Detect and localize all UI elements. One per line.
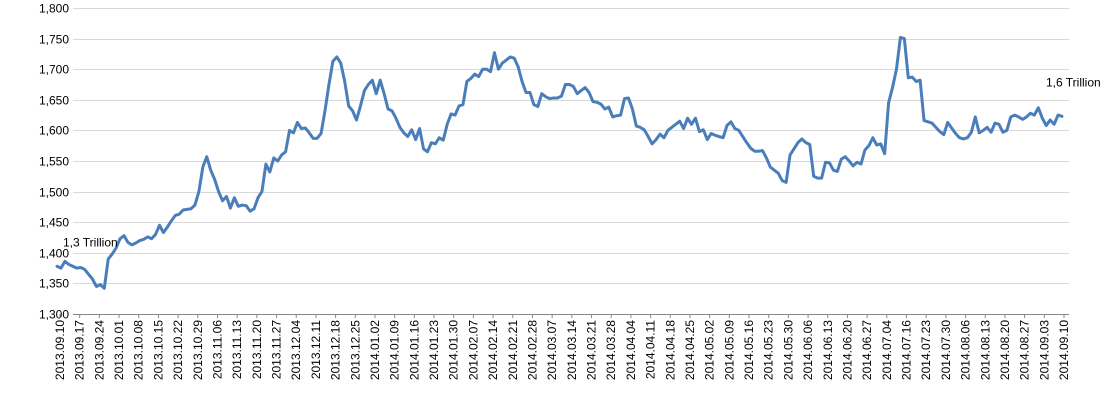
x-tick-label: 2014.08.13 bbox=[978, 320, 992, 380]
x-tick-label: 2014.01.23 bbox=[427, 320, 441, 380]
x-tick-label: 2013.09.24 bbox=[92, 320, 106, 380]
x-tick-label: 2014.04.11 bbox=[644, 320, 658, 379]
x-tick-label: 2014.07.04 bbox=[880, 320, 894, 380]
y-tick-label: 1,350 bbox=[39, 277, 69, 291]
y-tick-label: 1,400 bbox=[39, 247, 69, 261]
y-tick-labels: 1,300 1,350 1,400 1,450 1,500 1,550 1,600 1,650… bbox=[39, 2, 69, 322]
x-tick-label: 2013.11.20 bbox=[250, 320, 264, 379]
x-tick-label: 2013.10.22 bbox=[171, 320, 185, 380]
x-tick-label: 2014.03.21 bbox=[585, 320, 599, 380]
y-tick-label: 1,600 bbox=[39, 124, 69, 138]
x-tick-label: 2014.06.20 bbox=[840, 320, 854, 380]
x-tick-label: 2014.05.09 bbox=[722, 320, 736, 380]
x-tick-label: 2013.12.04 bbox=[289, 320, 303, 380]
x-tick-labels: 2013.09.10 2013.09.17 2013.09.24 2013.10.01… bbox=[53, 314, 1071, 380]
x-tick-label: 2013.10.29 bbox=[191, 320, 205, 380]
gridlines bbox=[73, 8, 1069, 284]
x-tick-label: 2014.03.28 bbox=[604, 320, 618, 380]
x-tick-label: 2014.01.02 bbox=[368, 320, 382, 380]
y-tick-label: 1,650 bbox=[39, 94, 69, 108]
x-tick-label: 2013.11.27 bbox=[270, 320, 284, 379]
y-tick-label: 1,800 bbox=[39, 2, 69, 16]
x-tick-label: 2013.12.18 bbox=[329, 320, 343, 380]
x-tick-label: 2014.02.14 bbox=[486, 320, 500, 380]
series-layer bbox=[55, 35, 1064, 290]
series-line bbox=[55, 35, 1064, 290]
x-tick-label: 2014.03.07 bbox=[545, 320, 559, 380]
x-tick-label: 2014.06.06 bbox=[801, 320, 815, 380]
x-tick-label: 2014.05.30 bbox=[781, 320, 795, 380]
x-tick-label: 2014.01.16 bbox=[407, 320, 421, 380]
x-tick-label: 2014.06.27 bbox=[860, 320, 874, 380]
x-tick-label: 2014.04.25 bbox=[683, 320, 697, 380]
x-tick-label: 2013.10.01 bbox=[112, 320, 126, 380]
x-tick-label: 2014.04.04 bbox=[624, 320, 638, 380]
x-tick-label: 2014.05.02 bbox=[703, 320, 717, 380]
annotation-start: 1,3 Trillion bbox=[63, 235, 118, 249]
x-tick-label: 2014.09.03 bbox=[1037, 320, 1051, 380]
x-tick-label: 2013.10.08 bbox=[132, 320, 146, 380]
x-tick-label: 2014.07.23 bbox=[919, 320, 933, 380]
y-tick-label: 1,300 bbox=[39, 308, 69, 322]
y-tick-label: 1,700 bbox=[39, 63, 69, 77]
x-tick-label: 2013.12.11 bbox=[309, 320, 323, 379]
x-tick-label: 2014.02.21 bbox=[506, 320, 520, 380]
x-tick-label: 2013.10.15 bbox=[151, 320, 165, 380]
x-tick-label: 2014.05.23 bbox=[762, 320, 776, 380]
x-tick-label: 2013.11.13 bbox=[230, 320, 244, 379]
x-tick-label: 2014.04.18 bbox=[663, 320, 677, 380]
annotations: 1,3 Trillion 1,6 Trillion bbox=[63, 75, 1101, 249]
x-tick-label: 2014.02.07 bbox=[466, 320, 480, 380]
x-tick-label: 2014.09.10 bbox=[1057, 320, 1071, 380]
x-tick-label: 2014.07.30 bbox=[939, 320, 953, 380]
x-tick-label: 2014.02.28 bbox=[525, 320, 539, 380]
x-tick-label: 2014.08.27 bbox=[1018, 320, 1032, 380]
y-tick-label: 1,550 bbox=[39, 155, 69, 169]
x-tick-label: 2013.12.25 bbox=[348, 320, 362, 380]
x-tick-label: 2013.09.10 bbox=[53, 320, 67, 380]
x-tick-label: 2014.08.20 bbox=[998, 320, 1012, 380]
y-tick-label: 1,750 bbox=[39, 33, 69, 47]
x-tick-label: 2014.07.16 bbox=[900, 320, 914, 380]
x-tick-label: 2014.05.16 bbox=[742, 320, 756, 380]
x-tick-label: 2013.11.06 bbox=[210, 320, 224, 379]
x-tick-label: 2014.06.13 bbox=[821, 320, 835, 380]
x-tick-label: 2014.03.14 bbox=[565, 320, 579, 380]
x-tick-label: 2013.09.17 bbox=[73, 320, 87, 380]
annotation-end: 1,6 Trillion bbox=[1046, 75, 1101, 89]
x-tick-label: 2014.01.09 bbox=[388, 320, 402, 380]
y-tick-label: 1,450 bbox=[39, 216, 69, 230]
x-tick-label: 2014.08.06 bbox=[959, 320, 973, 380]
x-tick-label: 2014.01.30 bbox=[447, 320, 461, 380]
y-tick-label: 1,500 bbox=[39, 186, 69, 200]
